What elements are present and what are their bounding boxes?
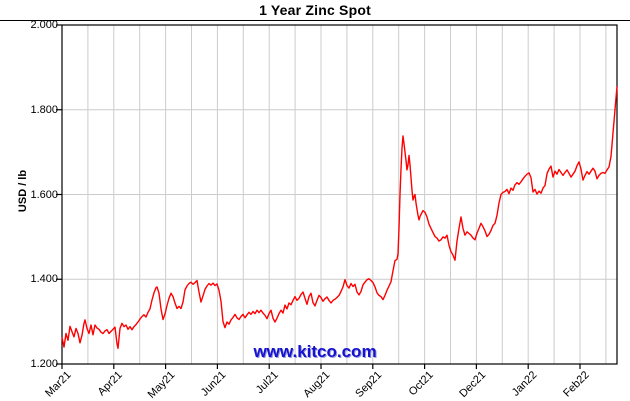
- price-line: [61, 86, 618, 349]
- y-tick-label: 2.000: [30, 19, 58, 31]
- chart-title: 1 Year Zinc Spot: [259, 2, 371, 18]
- y-tick-label: 1.400: [30, 273, 58, 286]
- title-divider-line: [0, 20, 630, 21]
- y-tick-label: 1.200: [30, 358, 58, 370]
- y-tick-label: 1.800: [30, 103, 58, 116]
- kitco-watermark: www.kitco.com: [253, 342, 377, 361]
- y-tick-label: 1.600: [30, 188, 58, 201]
